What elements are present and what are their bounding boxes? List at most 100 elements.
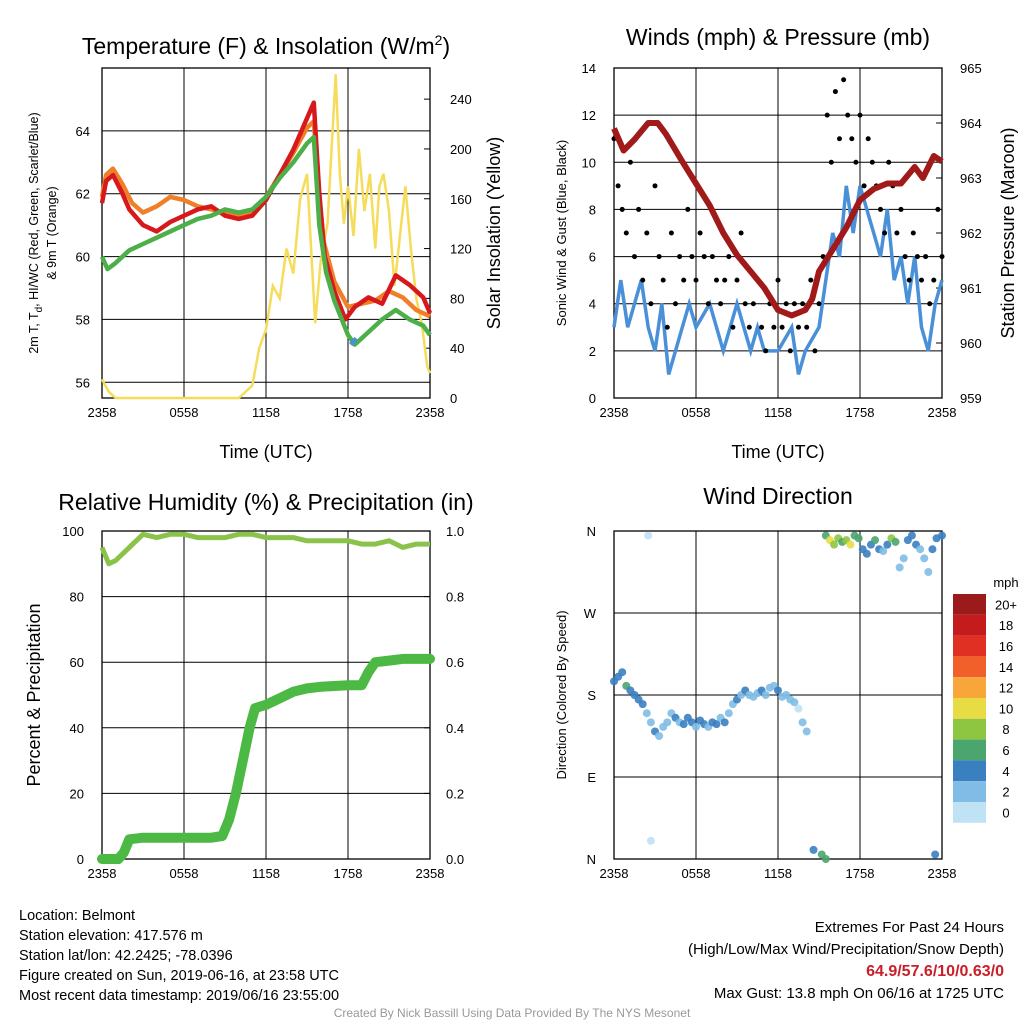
y-tick-label: 60 (76, 250, 90, 265)
y-tick-label: W (584, 606, 597, 621)
y2-tick-label: 959 (960, 391, 982, 406)
gust-point (632, 254, 637, 260)
gust-point (902, 254, 908, 260)
x-tick-label: 2358 (600, 866, 629, 881)
y-axis-label-line2: & 9m T (Orange) (45, 186, 59, 279)
y-tick-label: 40 (70, 721, 84, 736)
legend-label: 10 (999, 701, 1013, 716)
x-tick-label: 2358 (416, 405, 445, 420)
y-axis-label: Sonic Wind & Gust (Blue, Black) (554, 140, 569, 326)
gust-point (910, 230, 916, 236)
y2-tick-label: 960 (960, 336, 982, 351)
direction-point (724, 709, 733, 718)
gust-point (865, 136, 871, 142)
x-tick-label: 2358 (928, 405, 957, 420)
gust-point (787, 348, 793, 354)
legend-title: mph (993, 575, 1018, 590)
y2-tick-label: 1.0 (446, 524, 464, 539)
gust-point (783, 301, 789, 307)
legend-swatch (953, 739, 986, 761)
y2-tick-label: 965 (960, 61, 982, 76)
precipitation-line (97, 653, 435, 864)
y-tick-label: E (587, 770, 596, 785)
direction-point (821, 855, 830, 863)
y-tick-label: S (587, 688, 596, 703)
legend-label: 4 (1002, 764, 1009, 779)
direction-point (798, 718, 807, 727)
direction-point (916, 545, 925, 554)
gust-point (636, 206, 642, 212)
y2-tick-label: 0.0 (446, 852, 464, 867)
gust-point (845, 112, 851, 118)
direction-point (899, 554, 908, 563)
gust-point (914, 254, 920, 260)
y-tick-label: 8 (589, 202, 596, 217)
panel-4-title: Wind Direction (703, 483, 853, 509)
gust-point (923, 254, 929, 260)
gust-point (640, 277, 646, 283)
direction-point (761, 691, 770, 699)
gust-point (804, 324, 810, 330)
gust-point (619, 206, 625, 212)
plot-frame (101, 67, 431, 399)
x-axis-label: Time (UTC) (731, 442, 824, 462)
x-tick-label: 0558 (170, 866, 199, 881)
y2-tick-label: 80 (450, 291, 464, 306)
y-tick-label: 12 (582, 108, 596, 123)
y-tick-label: 62 (76, 187, 90, 202)
y-tick-label: 6 (589, 250, 596, 265)
direction-point (920, 554, 929, 563)
panel-1-title: Temperature (F) & Insolation (W/m2) (82, 32, 450, 59)
panel-1-axes (101, 67, 431, 399)
x-tick-label: 2358 (88, 866, 117, 881)
gust-point (644, 230, 650, 236)
y-tick-label: 60 (70, 655, 84, 670)
created-text: Figure created on Sun, 2019-06-16, at 23… (19, 968, 339, 984)
direction-point (712, 720, 721, 729)
direction-point (663, 718, 672, 727)
legend-label: 18 (999, 618, 1013, 633)
direction-point (638, 700, 647, 709)
y2-tick-label: 240 (450, 92, 472, 107)
gust-point (857, 112, 863, 118)
gust-point (648, 301, 654, 307)
direction-point (871, 536, 880, 545)
direction-point (883, 540, 892, 549)
gust-point (759, 324, 765, 330)
gust-point (714, 277, 719, 283)
panel-3-title: Relative Humidity (%) & Precipitation (i… (58, 489, 473, 515)
legend-label: 0 (1002, 805, 1009, 820)
gust-point (668, 230, 674, 236)
y2-tick-label: 961 (960, 281, 982, 296)
gust-point (935, 206, 941, 212)
gust-point (808, 277, 814, 283)
direction-point (931, 850, 940, 859)
gust-point (623, 230, 629, 236)
y2-tick-label: 200 (450, 142, 472, 157)
gust-point (898, 206, 904, 212)
y-tick-label: N (587, 852, 596, 867)
gust-point (705, 301, 711, 307)
x-tick-label: 1758 (846, 405, 875, 420)
direction-point (802, 727, 811, 736)
x-tick-label: 0558 (682, 405, 711, 420)
gust-point (882, 230, 888, 236)
y2-tick-label: 160 (450, 192, 472, 207)
direction-point (928, 545, 937, 554)
y-tick-label: N (587, 524, 596, 539)
direction-point (794, 704, 803, 713)
gust-point (652, 183, 658, 189)
gust-point (615, 183, 621, 189)
gust-point (894, 230, 900, 236)
x-tick-label: 0558 (682, 866, 711, 881)
gust-point (681, 277, 687, 283)
gust-point (796, 324, 801, 330)
y2-tick-label: 964 (960, 116, 982, 131)
ylabel-rest: , HI/WC (Red, Green, Scarlet/Blue) (27, 112, 41, 307)
direction-point (846, 540, 855, 549)
y-tick-label: 80 (70, 590, 84, 605)
legend-label: 6 (1002, 743, 1009, 758)
gust-point (627, 159, 633, 165)
legend-swatch (953, 635, 986, 657)
y-tick-label: 0 (589, 391, 596, 406)
